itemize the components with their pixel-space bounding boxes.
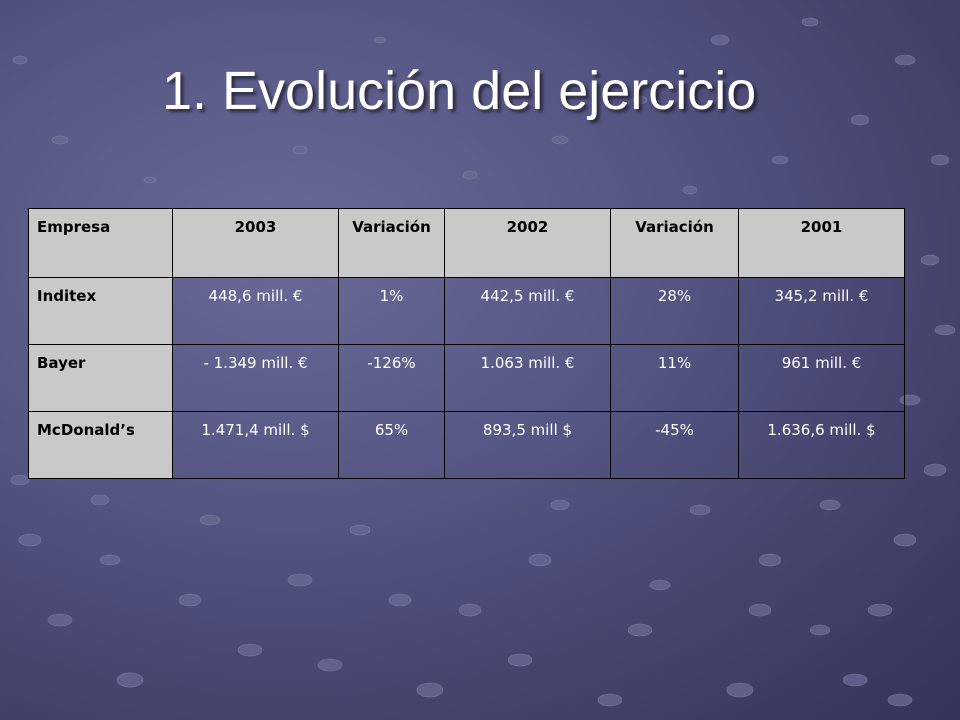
decor-dot — [850, 114, 870, 126]
value-2002-cell: 1.063 mill. € — [444, 344, 611, 412]
decor-dot — [12, 55, 28, 65]
decor-dot — [771, 155, 789, 165]
decor-dot — [462, 170, 478, 180]
decor-dot — [51, 135, 69, 145]
decor-dot — [373, 36, 387, 44]
column-header-2003: 2003 — [172, 208, 339, 278]
column-header-2001: 2001 — [738, 208, 905, 278]
decor-dot — [627, 623, 653, 637]
results-table: Empresa 2003 Variación 2002 Variación 20… — [28, 208, 905, 479]
decor-dot — [649, 579, 671, 591]
column-header-variacion-2002: Variación — [610, 208, 739, 278]
decor-dot — [597, 693, 623, 707]
variation-2003-cell: 65% — [338, 411, 445, 479]
decor-dot — [287, 573, 313, 587]
value-2002-cell: 442,5 mill. € — [444, 277, 611, 345]
company-name-cell: McDonald’s — [28, 411, 173, 479]
variation-2002-cell: 11% — [610, 344, 739, 412]
table-header-row: Empresa 2003 Variación 2002 Variación 20… — [28, 208, 905, 278]
decor-dot — [819, 499, 841, 511]
table-row: Bayer - 1.349 mill. € -126% 1.063 mill. … — [28, 344, 905, 412]
decor-dot — [710, 34, 730, 46]
decor-dot — [726, 682, 754, 698]
value-2001-cell: 345,2 mill. € — [738, 277, 905, 345]
decor-dot — [550, 499, 570, 511]
decor-dot — [893, 533, 917, 547]
company-name-cell: Inditex — [28, 277, 173, 345]
decor-dot — [10, 474, 30, 486]
decor-dot — [349, 524, 371, 536]
table-row: Inditex 448,6 mill. € 1% 442,5 mill. € 2… — [28, 277, 905, 345]
decor-dot — [842, 673, 868, 687]
company-name-cell: Bayer — [28, 344, 173, 412]
decor-dot — [632, 95, 648, 105]
decor-dot — [551, 135, 569, 145]
decor-dot — [867, 603, 893, 617]
decor-dot — [758, 553, 782, 567]
decor-dot — [199, 514, 221, 526]
slide-title: 1. Evolución del ejercicio — [162, 61, 757, 121]
value-2001-cell: 1.636,6 mill. $ — [738, 411, 905, 479]
decor-dot — [923, 463, 947, 477]
decor-dot — [507, 653, 533, 667]
decor-dot — [388, 593, 412, 607]
decor-dot — [458, 603, 482, 617]
decor-dot — [809, 624, 831, 636]
decor-dot — [920, 254, 940, 266]
decor-dot — [887, 693, 913, 707]
decor-dot — [748, 603, 772, 617]
variation-2002-cell: 28% — [610, 277, 739, 345]
value-2003-cell: 1.471,4 mill. $ — [172, 411, 339, 479]
value-2001-cell: 961 mill. € — [738, 344, 905, 412]
decor-dot — [90, 494, 110, 506]
decor-dot — [934, 324, 956, 336]
decor-dot — [317, 658, 343, 672]
decor-dot — [47, 613, 73, 627]
value-2003-cell: 448,6 mill. € — [172, 277, 339, 345]
decor-dot — [99, 554, 121, 566]
column-header-variacion-2003: Variación — [338, 208, 445, 278]
decor-dot — [237, 643, 263, 657]
decor-dot — [930, 154, 950, 166]
decor-dot — [682, 185, 698, 195]
decor-dot — [801, 17, 819, 27]
decor-dot — [18, 533, 42, 547]
variation-2003-cell: 1% — [338, 277, 445, 345]
decor-dot — [116, 672, 144, 688]
decor-dot — [416, 682, 444, 698]
column-header-2002: 2002 — [444, 208, 611, 278]
decor-dot — [292, 145, 308, 155]
decor-dot — [528, 553, 552, 567]
table-row: McDonald’s 1.471,4 mill. $ 65% 893,5 mil… — [28, 411, 905, 479]
decor-dot — [689, 504, 711, 516]
decor-dot — [143, 176, 157, 184]
decor-dot — [178, 593, 202, 607]
variation-2003-cell: -126% — [338, 344, 445, 412]
variation-2002-cell: -45% — [610, 411, 739, 479]
value-2002-cell: 893,5 mill $ — [444, 411, 611, 479]
decor-dot — [894, 54, 916, 66]
value-2003-cell: - 1.349 mill. € — [172, 344, 339, 412]
column-header-empresa: Empresa — [28, 208, 173, 278]
